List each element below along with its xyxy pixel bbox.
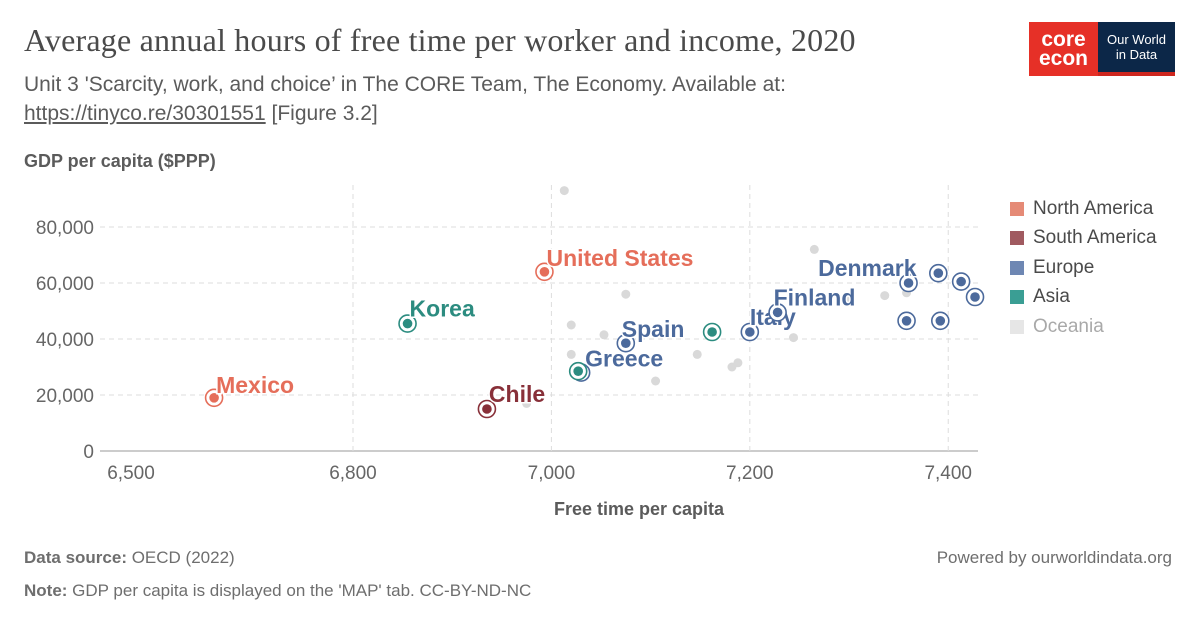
chile-point [482,404,492,414]
background-point [842,296,852,306]
background-point [880,291,890,301]
y-tick-label: 80,000 [36,218,94,239]
legend-swatch-north-america [1010,201,1024,216]
x-tick-label: 6,800 [329,463,377,484]
legend-label-south-america: South America [1033,227,1157,249]
logo-core-text: core [1041,28,1086,51]
subtitle-text: Unit 3 'Scarcity, work, and choice’ in T… [24,73,786,96]
unlabeled-point [970,292,980,302]
y-tick-label: 60,000 [36,274,94,295]
logo-econ-text: econ [1038,47,1088,70]
chart-note: Note: GDP per capita is displayed on the… [24,581,531,601]
denmark-point [903,278,914,288]
unlabeled-point [935,316,946,326]
unlabeled-point [933,268,944,279]
label-denmark: Denmark [818,255,917,281]
legend-item-europe[interactable]: Europe [1010,253,1157,283]
unlabeled-point [956,276,966,287]
y-tick-label: 0 [83,442,94,463]
source-link[interactable]: https://tinyco.re/30301551 [24,102,266,125]
background-point [692,349,702,359]
legend-item-asia[interactable]: Asia [1010,283,1157,313]
label-korea: Korea [410,296,475,322]
spain-point [621,338,631,349]
legend-swatch-europe [1010,260,1024,275]
background-point [621,289,631,299]
unlabeled-point [901,316,912,326]
korea-point [402,318,413,329]
label-mexico: Mexico [216,372,294,398]
y-axis-label: GDP per capita ($PPP) [24,151,216,171]
label-spain: Spain [622,316,685,342]
legend-swatch-oceania [1010,319,1024,334]
x-tick-label: 7,200 [726,463,774,484]
label-finland: Finland [774,284,856,310]
legend-label-north-america: North America [1033,197,1154,219]
powered-by[interactable]: Powered by ourworldindata.org [936,548,1172,567]
logo-owid-bottom: in Data [1115,47,1158,62]
unlabeled-point [707,327,717,337]
chart-title: Average annual hours of free time per wo… [24,22,856,58]
background-point [566,320,576,330]
y-tick-label: 40,000 [36,330,94,351]
legend-label-oceania: Oceania [1033,315,1104,337]
note-label: Note: [24,581,68,600]
background-point [788,333,798,343]
data-source-label: Data source: [24,548,127,567]
x-axis-label: Free time per capita [554,499,725,519]
background-point [727,362,737,372]
background-point [522,398,532,408]
data-source-note: Data source: OECD (2022) [24,548,235,568]
label-chile: Chile [489,381,545,407]
scatter-plot: 0 20,000 40,000 60,000 80,000 6,500 6,800 7,000… [36,185,985,519]
chart-subtitle: Unit 3 'Scarcity, work, and choice’ in T… [24,70,924,128]
italy-point [745,327,755,337]
background-point [559,186,569,196]
finland-point [772,307,783,318]
legend-item-oceania[interactable]: Oceania [1010,312,1157,342]
united-states-point [539,267,550,277]
data-source-text: OECD (2022) [126,548,235,567]
subtitle-figure-ref: [Figure 3.2] [265,102,378,125]
owid-logo: Our World in Data [1098,22,1175,76]
legend-swatch-asia [1010,290,1024,305]
legend-label-asia: Asia [1033,286,1070,308]
core-econ-logo: core econ [1029,22,1098,76]
x-tick-label: 6,500 [107,463,155,484]
background-point [599,330,609,340]
background-point [651,376,661,386]
legend-item-north-america[interactable]: North America [1010,194,1157,224]
legend-item-south-america[interactable]: South America [1010,224,1157,254]
background-point [809,244,819,254]
note-text: GDP per capita is displayed on the 'MAP'… [67,581,532,600]
label-united-states: United States [546,245,693,271]
legend: North America South America Europe Asia … [1010,194,1157,342]
background-point [566,349,576,359]
legend-label-europe: Europe [1033,256,1095,278]
unlabeled-point [573,366,583,377]
logo[interactable]: core econ Our World in Data [1029,22,1175,76]
legend-swatch-south-america [1010,231,1024,246]
x-tick-label: 7,000 [528,463,576,484]
x-tick-label: 7,400 [924,463,972,484]
logo-owid-top: Our World [1107,32,1166,47]
mexico-point [209,393,219,403]
y-tick-label: 20,000 [36,386,94,407]
